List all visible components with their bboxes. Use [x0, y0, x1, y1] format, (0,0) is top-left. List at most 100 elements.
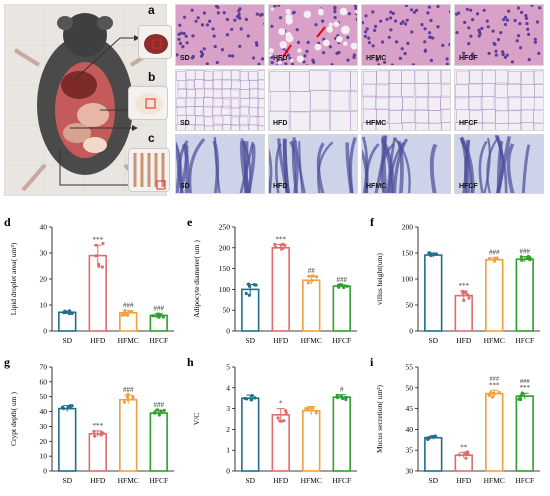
x-tick-label: HFMC — [484, 336, 505, 345]
y-tick-label: 30 — [40, 422, 48, 431]
y-tick-label: 10 — [40, 301, 48, 310]
significance-mark: *** — [93, 236, 104, 244]
y-tick-label: 20 — [40, 275, 48, 284]
data-point — [520, 258, 524, 262]
data-point — [284, 409, 288, 413]
histology-group-label: HFMC — [366, 55, 387, 62]
data-point — [68, 406, 72, 410]
data-point — [99, 433, 103, 437]
data-point — [487, 393, 492, 398]
data-point — [433, 434, 437, 438]
data-point — [246, 282, 251, 286]
bar-hfmc — [302, 279, 321, 332]
histology-image-intestine-hfmc: HFMC — [361, 134, 451, 194]
x-tick-label: SD — [428, 476, 438, 485]
data-point — [123, 309, 127, 313]
data-point — [314, 275, 319, 279]
data-point — [243, 396, 247, 401]
bar-hfmc — [485, 258, 504, 332]
x-tick-label: HFMC — [301, 476, 322, 485]
histology-group-label: SD — [180, 183, 190, 190]
y-tick-label: 1 — [226, 446, 230, 455]
data-point — [153, 410, 157, 414]
histology-texture — [176, 70, 264, 130]
histology-image-liver-hfcf: HFCF — [454, 4, 544, 66]
x-tick-label: HFD — [90, 336, 106, 345]
histology-image-liver-hfd: HFD — [268, 4, 358, 66]
red-arrow — [316, 26, 326, 38]
data-point — [131, 395, 135, 399]
y-tick-label: 10 — [40, 452, 48, 461]
chart-panel-g: g Crypt depth( um ) 0 10 20 30 40 50 60 70 SD HFD **… — [4, 355, 174, 485]
bar-hfcf — [149, 412, 168, 472]
data-point — [339, 394, 343, 399]
histology-group-label: SD — [180, 55, 190, 62]
y-tick-label: 55 — [406, 363, 414, 372]
x-tick-label: HFCF — [332, 476, 351, 485]
data-point — [126, 398, 130, 402]
x-tick-label: HFD — [273, 336, 289, 345]
y-tick-label: 0 — [43, 327, 47, 336]
data-point — [307, 274, 311, 278]
data-point — [281, 242, 285, 246]
y-tick-label: 3 — [226, 404, 230, 413]
data-point — [491, 391, 495, 395]
histology-group-label: SD — [180, 120, 190, 127]
bar-hfcf — [515, 258, 534, 332]
histology-texture — [362, 5, 450, 65]
y-tick-label: 20 — [40, 437, 48, 446]
data-point — [426, 437, 430, 441]
x-tick-label: HFMC — [118, 336, 139, 345]
data-point — [427, 251, 431, 255]
panel-letter-f: f — [370, 215, 375, 229]
data-point — [525, 256, 530, 260]
histology-image-intestine-hfcf: HFCF — [454, 134, 544, 194]
x-tick-label: HFD — [273, 476, 289, 485]
histology-image-adipose-sd: SD — [175, 69, 265, 131]
intestine-thumbnail — [128, 148, 170, 192]
x-tick-label: SD — [245, 476, 255, 485]
data-point — [120, 313, 125, 317]
data-point — [314, 411, 318, 415]
bar-hfmc — [302, 409, 321, 472]
data-point — [94, 254, 98, 258]
data-point — [157, 315, 161, 319]
data-point — [464, 456, 468, 460]
data-point — [126, 392, 130, 396]
data-point — [253, 396, 257, 400]
significance-mark: *** — [93, 422, 104, 430]
data-point — [154, 314, 158, 318]
y-tick-label: 0 — [226, 467, 230, 476]
data-point — [306, 281, 310, 285]
histology-texture — [455, 5, 542, 64]
y-tick-label: 50 — [223, 306, 231, 315]
histology-group-label: HFD — [273, 183, 288, 190]
data-point — [519, 255, 523, 259]
data-point — [127, 310, 131, 314]
data-point — [461, 289, 465, 293]
panel-letter-e: e — [187, 215, 193, 229]
bar-hfcf — [515, 395, 534, 472]
data-point — [130, 309, 134, 314]
data-point — [157, 413, 161, 417]
histology-texture — [269, 70, 357, 130]
data-point — [462, 298, 466, 302]
data-point — [464, 452, 468, 456]
panel-letter-i: i — [370, 355, 374, 369]
data-point — [101, 241, 105, 246]
data-point — [489, 390, 493, 395]
x-tick-label: SD — [62, 476, 72, 485]
data-point — [247, 293, 251, 297]
data-point — [311, 274, 315, 278]
histology-texture — [269, 136, 357, 193]
significance-mark: *** — [489, 381, 500, 389]
data-point — [67, 309, 72, 313]
y-axis-label: Lipid droplet area( um²) — [9, 242, 18, 315]
data-point — [244, 291, 248, 296]
x-tick-label: HFMC — [118, 476, 139, 485]
data-point — [254, 283, 258, 287]
panel-letter-b: b — [148, 70, 156, 84]
y-tick-label: 100 — [402, 275, 414, 284]
histology-image-adipose-hfd: HFD — [268, 69, 358, 131]
data-point — [162, 408, 166, 413]
